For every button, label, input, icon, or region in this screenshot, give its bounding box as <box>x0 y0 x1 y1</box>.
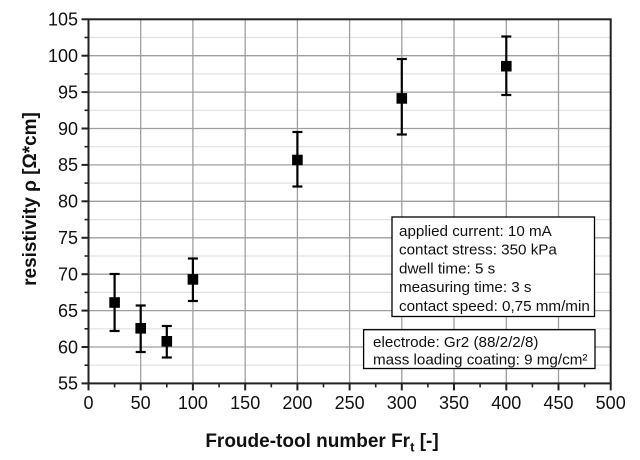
svg-text:75: 75 <box>58 228 78 248</box>
svg-text:applied current: 10 mA: applied current: 10 mA <box>399 223 553 240</box>
svg-text:55: 55 <box>58 374 78 394</box>
svg-text:50: 50 <box>131 393 151 413</box>
svg-text:measuring time: 3 s: measuring time: 3 s <box>399 279 532 296</box>
svg-text:Froude-tool number Frt [-]: Froude-tool number Frt [-] <box>205 431 438 455</box>
svg-text:60: 60 <box>58 337 78 357</box>
svg-text:250: 250 <box>335 393 365 413</box>
svg-text:electrode: Gr2 (88/2/2/8): electrode: Gr2 (88/2/2/8) <box>373 334 538 351</box>
svg-text:300: 300 <box>387 393 417 413</box>
svg-text:80: 80 <box>58 192 78 212</box>
svg-text:350: 350 <box>439 393 469 413</box>
svg-text:200: 200 <box>282 393 312 413</box>
svg-text:contact speed: 0,75 mm/min: contact speed: 0,75 mm/min <box>399 298 590 315</box>
svg-text:400: 400 <box>491 393 521 413</box>
svg-text:85: 85 <box>58 155 78 175</box>
svg-text:100: 100 <box>178 393 208 413</box>
svg-text:0: 0 <box>83 393 93 413</box>
svg-text:70: 70 <box>58 265 78 285</box>
svg-text:dwell time: 5 s: dwell time: 5 s <box>399 260 496 277</box>
svg-text:95: 95 <box>58 82 78 102</box>
svg-text:mass loading coating: 9 mg/cm²: mass loading coating: 9 mg/cm² <box>373 352 587 369</box>
svg-text:65: 65 <box>58 301 78 321</box>
svg-text:90: 90 <box>58 119 78 139</box>
svg-text:contact stress: 350 kPa: contact stress: 350 kPa <box>399 242 557 259</box>
svg-text:100: 100 <box>48 46 78 66</box>
svg-text:500: 500 <box>596 393 626 413</box>
svg-text:150: 150 <box>230 393 260 413</box>
svg-text:450: 450 <box>543 393 573 413</box>
svg-text:resistivity ρ [Ω*cm]: resistivity ρ [Ω*cm] <box>20 112 41 286</box>
svg-text:105: 105 <box>48 10 78 30</box>
